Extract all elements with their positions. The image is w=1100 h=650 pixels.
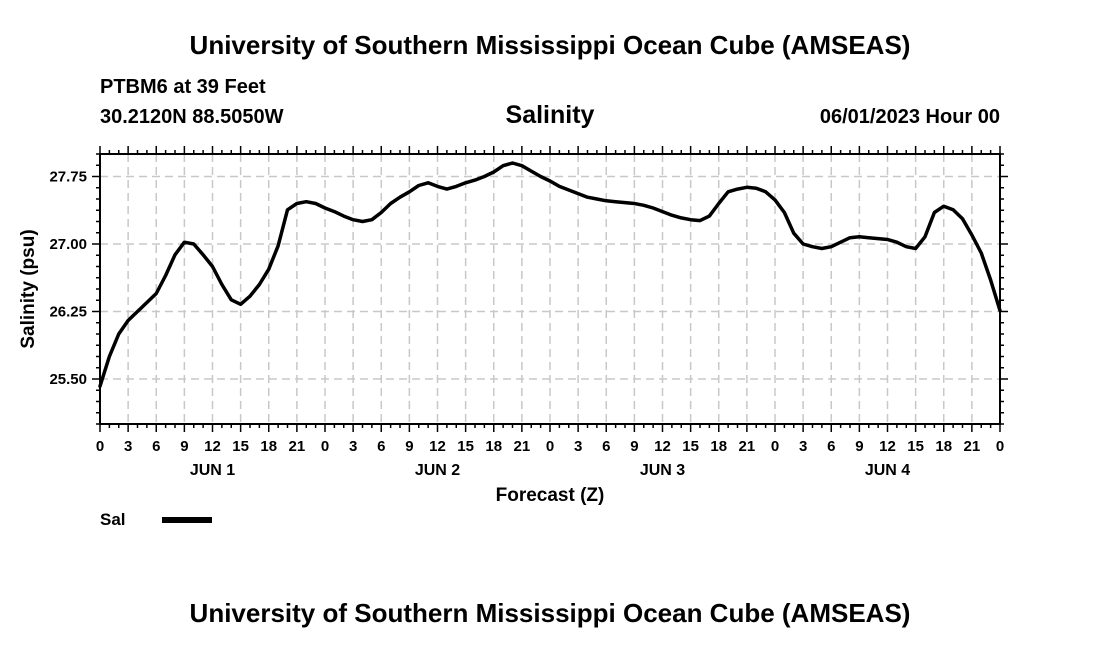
x-tick-label: 6 [602, 438, 610, 455]
x-tick-label: 9 [855, 438, 863, 455]
x-tick-label: 18 [935, 438, 952, 455]
legend-label: Sal [100, 510, 126, 529]
x-tick-label: 21 [964, 438, 981, 455]
y-tick-label: 25.50 [49, 371, 87, 388]
x-tick-label: 0 [771, 438, 779, 455]
x-tick-label: 9 [180, 438, 188, 455]
x-tick-label: 12 [879, 438, 896, 455]
x-tick-label: 0 [96, 438, 104, 455]
x-tick-label: 3 [574, 438, 582, 455]
x-tick-label: 12 [429, 438, 446, 455]
x-tick-label: 15 [682, 438, 699, 455]
x-tick-label: 0 [321, 438, 329, 455]
x-tick-label: 0 [996, 438, 1004, 455]
x-tick-label: 18 [485, 438, 502, 455]
station-label: PTBM6 at 39 Feet [100, 76, 266, 98]
coordinates-label: 30.2120N 88.5050W [100, 106, 284, 128]
y-tick-label: 27.00 [49, 236, 87, 253]
day-label: JUN 1 [190, 462, 235, 479]
x-tick-label: 3 [799, 438, 807, 455]
x-tick-label: 3 [124, 438, 132, 455]
x-tick-label: 18 [710, 438, 727, 455]
x-axis-label: Forecast (Z) [496, 485, 605, 506]
x-tick-label: 15 [457, 438, 474, 455]
x-tick-label: 12 [204, 438, 221, 455]
page-title: University of Southern Mississippi Ocean… [189, 30, 911, 60]
x-tick-label: 9 [630, 438, 638, 455]
day-label: JUN 2 [415, 462, 460, 479]
datetime-label: 06/01/2023 Hour 00 [819, 106, 1000, 128]
y-axis-label: Salinity (psu) [18, 229, 39, 348]
x-tick-label: 21 [739, 438, 756, 455]
x-tick-label: 0 [546, 438, 554, 455]
chart-title: Salinity [505, 101, 595, 129]
legend-line-swatch [162, 517, 212, 523]
x-tick-label: 21 [289, 438, 306, 455]
y-tick-label: 27.75 [49, 169, 87, 186]
day-label: JUN 4 [865, 462, 910, 479]
x-tick-label: 21 [514, 438, 531, 455]
y-tick-label: 26.25 [49, 304, 87, 321]
x-tick-label: 6 [377, 438, 385, 455]
x-tick-label: 12 [654, 438, 671, 455]
x-tick-label: 9 [405, 438, 413, 455]
x-tick-label: 6 [152, 438, 160, 455]
footer-title: University of Southern Mississippi Ocean… [189, 598, 911, 628]
x-tick-label: 6 [827, 438, 835, 455]
series-line-sal [98, 161, 1002, 388]
x-tick-label: 18 [260, 438, 277, 455]
x-tick-label: 3 [349, 438, 357, 455]
x-tick-label: 15 [232, 438, 249, 455]
day-label: JUN 3 [640, 462, 685, 479]
x-tick-label: 15 [907, 438, 924, 455]
